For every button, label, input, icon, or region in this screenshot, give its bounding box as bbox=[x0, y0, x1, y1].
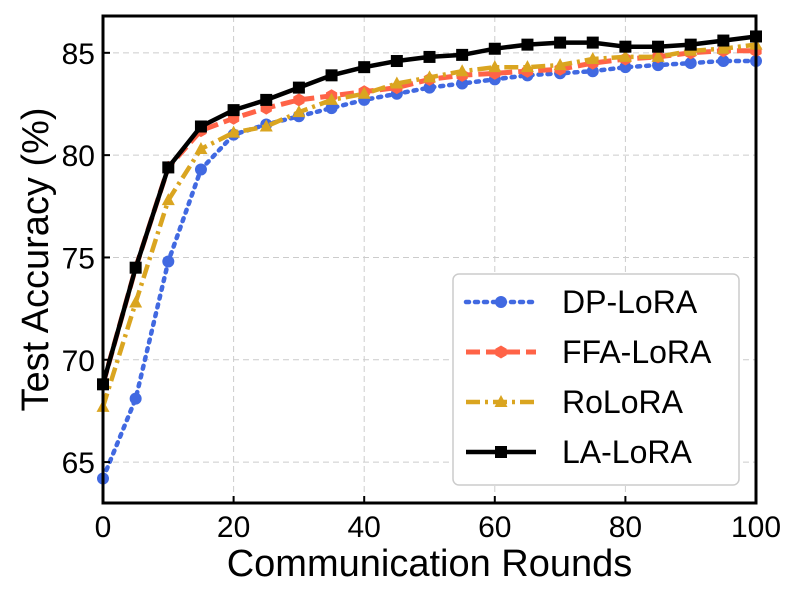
data-point-rolora bbox=[129, 295, 143, 308]
data-point-la-lora bbox=[292, 81, 305, 94]
data-point-la-lora bbox=[325, 69, 338, 82]
data-point-rolora bbox=[618, 49, 632, 62]
data-point-dp-lora bbox=[194, 163, 207, 176]
x-tick-label: 20 bbox=[217, 511, 250, 544]
y-tick-label: 80 bbox=[62, 140, 95, 173]
data-point-rolora bbox=[520, 60, 534, 73]
data-point-rolora bbox=[423, 70, 436, 83]
data-point-la-lora bbox=[619, 40, 632, 53]
series-rolora bbox=[96, 37, 763, 412]
data-point-dp-lora bbox=[586, 65, 599, 78]
data-point-la-lora bbox=[423, 50, 436, 63]
data-point-rolora bbox=[227, 125, 241, 138]
data-point-la-lora bbox=[358, 61, 371, 74]
data-point-la-lora bbox=[260, 93, 273, 106]
y-tick-label: 70 bbox=[62, 345, 95, 378]
y-tick-label: 75 bbox=[62, 242, 95, 275]
plot-frame bbox=[101, 14, 758, 505]
data-point-la-lora bbox=[194, 120, 207, 133]
x-axis-title: Communication Rounds bbox=[227, 543, 633, 585]
data-point-la-lora bbox=[521, 38, 534, 51]
y-tick-label: 85 bbox=[62, 38, 95, 71]
data-point-la-lora bbox=[554, 36, 567, 49]
data-point-la-lora bbox=[456, 48, 469, 61]
data-point-rolora bbox=[357, 86, 371, 99]
data-point-rolora bbox=[586, 51, 600, 64]
data-point-rolora bbox=[292, 105, 306, 118]
data-point-rolora bbox=[390, 76, 404, 89]
legend-marker-la-lora bbox=[495, 446, 507, 458]
data-point-dp-lora bbox=[684, 57, 697, 70]
x-tick-label: 60 bbox=[478, 511, 511, 544]
data-point-la-lora bbox=[717, 34, 730, 47]
ticks: 0 20 40 60 80 100 65 70 75 80 85 bbox=[62, 38, 781, 544]
legend-marker-rolora bbox=[494, 395, 508, 407]
legend-label-la-lora: LA-LoRA bbox=[562, 434, 693, 470]
data-point-rolora bbox=[194, 142, 208, 155]
legend-label-dp-lora: DP-LoRA bbox=[562, 284, 698, 320]
data-point-rolora bbox=[651, 49, 665, 62]
x-tick-label: 80 bbox=[609, 511, 642, 544]
x-tick-label: 0 bbox=[95, 511, 112, 544]
data-point-la-lora bbox=[652, 40, 665, 53]
data-point-rolora bbox=[161, 193, 175, 206]
data-point-dp-lora bbox=[652, 59, 665, 72]
data-point-la-lora bbox=[586, 36, 599, 49]
data-point-dp-lora bbox=[129, 392, 142, 405]
data-point-rolora bbox=[553, 58, 567, 71]
data-point-dp-lora bbox=[423, 81, 436, 94]
legend: DP-LoRA FFA-LoRA RoLoRA LA-LoRA bbox=[452, 273, 740, 486]
legend-label-rolora: RoLoRA bbox=[562, 384, 684, 420]
data-point-la-lora bbox=[390, 55, 403, 68]
x-tick-label: 100 bbox=[731, 511, 781, 544]
legend-label-ffa-lora: FFA-LoRA bbox=[562, 334, 712, 370]
data-point-rolora bbox=[325, 92, 339, 105]
data-point-la-lora bbox=[162, 161, 175, 174]
data-point-dp-lora bbox=[456, 77, 469, 90]
data-point-dp-lora bbox=[619, 61, 632, 74]
data-point-la-lora bbox=[129, 261, 142, 274]
y-tick-label: 65 bbox=[62, 447, 95, 480]
data-point-rolora bbox=[259, 119, 273, 132]
series-group bbox=[96, 30, 763, 485]
x-tick-label: 40 bbox=[348, 511, 381, 544]
data-point-la-lora bbox=[488, 42, 501, 55]
data-point-ffa-lora bbox=[293, 93, 305, 107]
data-point-dp-lora bbox=[717, 55, 730, 68]
data-point-rolora bbox=[488, 60, 502, 73]
series-dp-lora bbox=[97, 55, 762, 485]
data-point-la-lora bbox=[684, 38, 697, 51]
y-axis-title: Test Accuracy (%) bbox=[15, 107, 57, 411]
data-point-la-lora bbox=[227, 104, 240, 117]
data-point-rolora bbox=[455, 64, 469, 77]
legend-marker-ffa-lora bbox=[495, 345, 507, 359]
data-point-dp-lora bbox=[162, 255, 175, 268]
data-point-dp-lora bbox=[325, 102, 338, 115]
legend-marker-dp-lora bbox=[495, 296, 507, 308]
legend-box bbox=[452, 273, 740, 486]
series-la-lora bbox=[97, 30, 762, 391]
data-point-rolora bbox=[716, 41, 730, 54]
